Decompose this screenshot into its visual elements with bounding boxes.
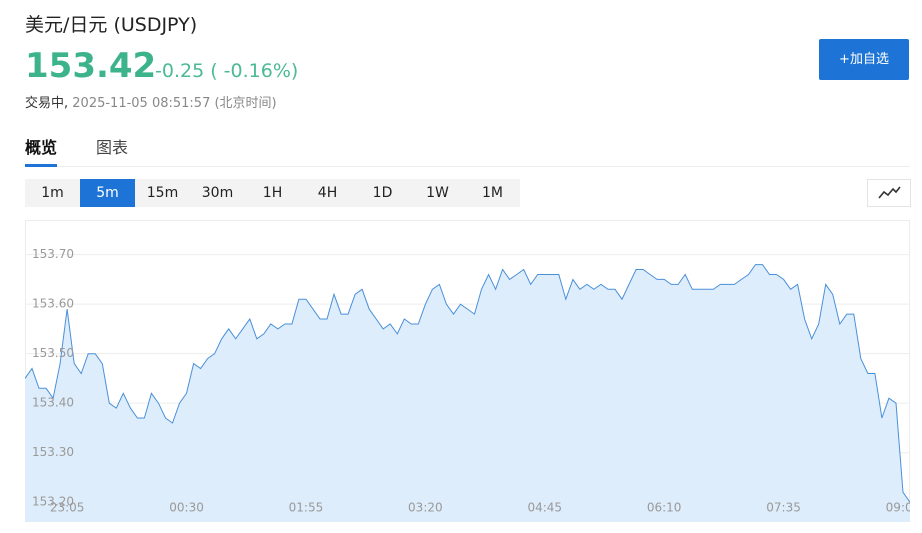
y-tick-label: 153.40 <box>32 396 74 410</box>
interval-button[interactable]: 4H <box>317 185 338 201</box>
tab[interactable]: 概览 <box>25 134 58 167</box>
x-tick-label: 07:35 <box>766 501 801 515</box>
plot-area: 153.20 153.30 153.40 153.50 153.60 153.70 23:0… <box>25 247 921 522</box>
y-tick-label: 153.20 <box>32 495 74 509</box>
x-tick-label: 23:05 <box>50 501 85 515</box>
interval-button[interactable]: 1D <box>372 185 393 201</box>
y-tick-label: 153.70 <box>32 247 74 261</box>
price: 153.42 <box>25 46 157 86</box>
x-tick-label: 03:20 <box>408 501 443 515</box>
change: -0.25 ( -0.16%) <box>155 60 299 82</box>
x-tick-label: 00:30 <box>169 501 204 515</box>
interval-button[interactable]: 1H <box>262 185 283 201</box>
price-line <box>25 264 910 503</box>
interval-button[interactable]: 1M <box>482 185 503 201</box>
y-tick-label: 153.30 <box>32 445 74 459</box>
x-tick-label: 04:45 <box>527 501 562 515</box>
area <box>25 264 910 522</box>
x-tick-label: 01:55 <box>289 501 324 515</box>
tab-bar: 概览 图表 <box>25 132 910 167</box>
interval-button[interactable]: 1m <box>41 185 64 201</box>
interval-bar: 1m 5m 15m 30m 1H 4H 1D 1W 1M <box>25 179 520 207</box>
chart-type-icon <box>878 186 901 199</box>
tab[interactable]: 图表 <box>96 138 129 157</box>
timestamp: 2025-11-05 08:51:57 (北京时间) <box>72 96 277 111</box>
x-tick-label: 06:10 <box>647 501 682 515</box>
status: 交易中, <box>25 96 69 111</box>
y-tick-label: 153.50 <box>32 346 74 360</box>
interval-button[interactable]: 5m <box>80 179 135 207</box>
add-watchlist-button[interactable]: +加自选 <box>819 39 909 80</box>
interval-button[interactable]: 1W <box>426 185 449 201</box>
x-tick-label: 09:00 <box>886 501 921 515</box>
status-line: 交易中, 2025-11-05 08:51:57 (北京时间) <box>25 92 277 111</box>
chart-type-button[interactable] <box>867 179 911 207</box>
interval-button[interactable]: 30m <box>201 185 234 201</box>
interval-button[interactable]: 15m <box>146 185 179 201</box>
y-tick-label: 153.60 <box>32 297 74 311</box>
title: 美元/日元 (USDJPY) <box>25 14 198 36</box>
